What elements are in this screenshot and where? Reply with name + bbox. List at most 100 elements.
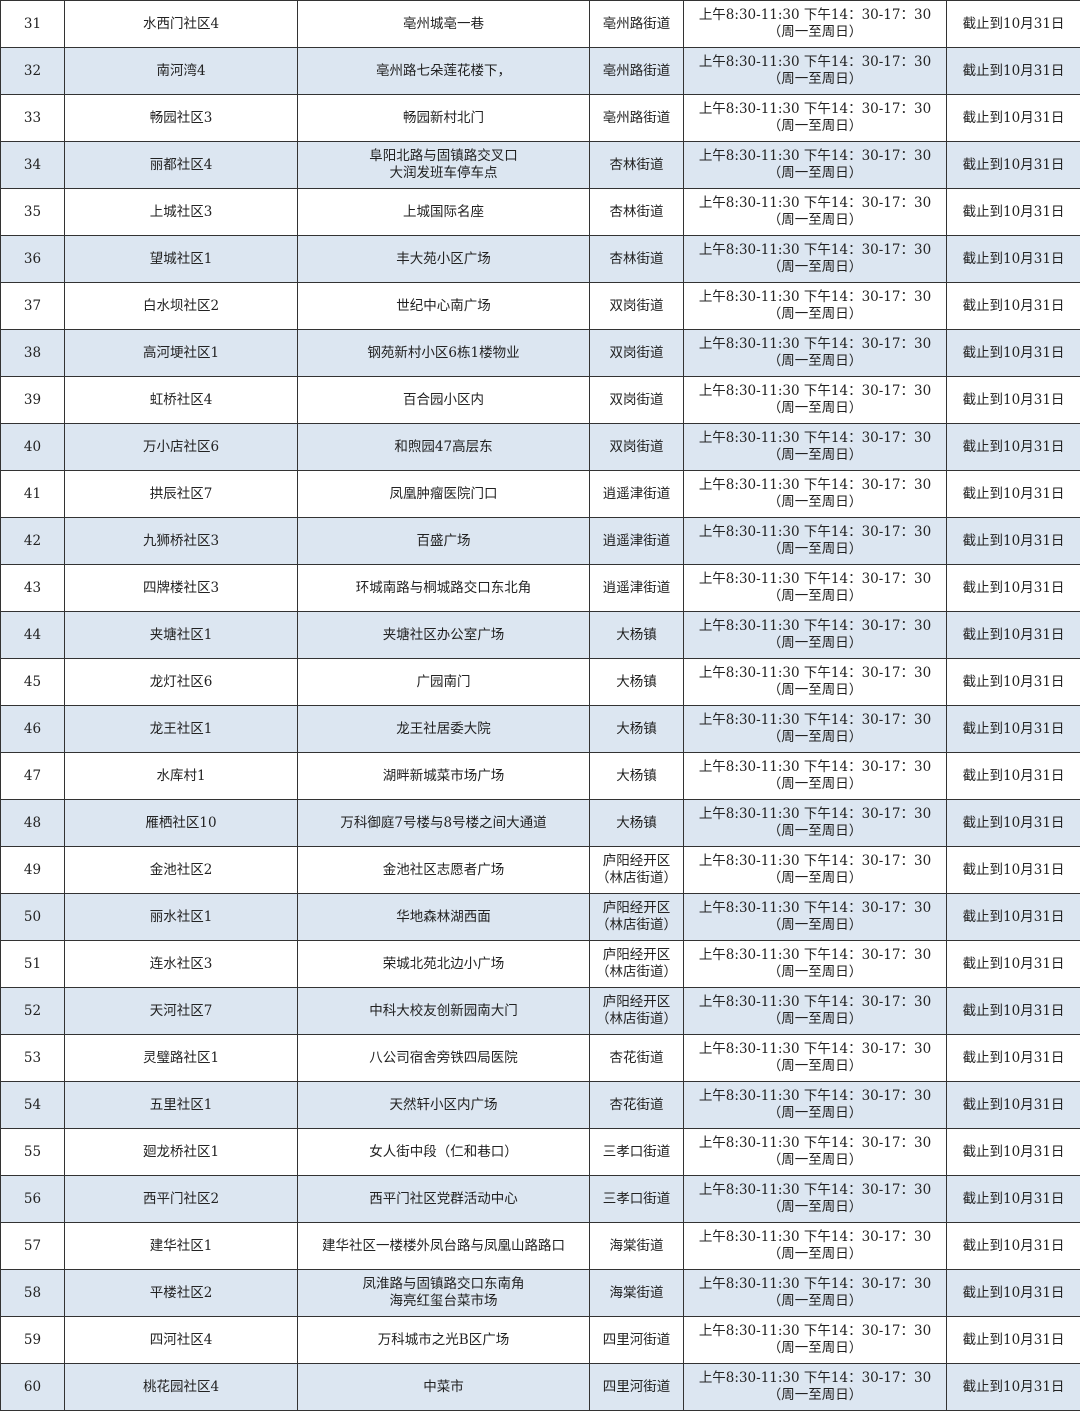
deadline-cell-text: 截止到10月31日 (947, 204, 1080, 221)
street-cell: 逍遥津街道 (590, 471, 684, 518)
community-cell: 桃花园社区4 (65, 1364, 298, 1411)
row-number-cell: 55 (1, 1129, 65, 1176)
hours-cell-text: 上午8:30-11:30 下午14：30-17：30 (684, 54, 946, 71)
deadline-cell-text: 截止到10月31日 (947, 674, 1080, 691)
location-cell-text: 西平门社区党群活动中心 (298, 1191, 589, 1208)
location-cell-text: 亳州城亳一巷 (298, 16, 589, 33)
hours-cell: 上午8:30-11:30 下午14：30-17：30（周一至周日） (684, 1129, 947, 1176)
hours-cell-text: （周一至周日） (684, 1293, 946, 1310)
deadline-cell-text: 截止到10月31日 (947, 298, 1080, 315)
location-cell: 中科大校友创新园南大门 (298, 988, 590, 1035)
street-cell: 杏林街道 (590, 189, 684, 236)
row-number-cell-text: 35 (1, 204, 64, 221)
community-cell-text: 水西门社区4 (65, 16, 297, 33)
location-cell-text: 上城国际名座 (298, 204, 589, 221)
row-number-cell: 32 (1, 48, 65, 95)
street-cell: 双岗街道 (590, 424, 684, 471)
row-number-cell: 52 (1, 988, 65, 1035)
hours-cell: 上午8:30-11:30 下午14：30-17：30（周一至周日） (684, 894, 947, 941)
community-cell-text: 雁栖社区10 (65, 815, 297, 832)
community-cell: 万小店社区6 (65, 424, 298, 471)
hours-cell: 上午8:30-11:30 下午14：30-17：30（周一至周日） (684, 330, 947, 377)
deadline-cell-text: 截止到10月31日 (947, 1379, 1080, 1396)
location-cell: 广园南门 (298, 659, 590, 706)
row-number-cell-text: 58 (1, 1285, 64, 1302)
row-number-cell: 53 (1, 1035, 65, 1082)
location-cell: 环城南路与桐城路交口东北角 (298, 565, 590, 612)
street-cell-text: 庐阳经开区 (590, 947, 683, 964)
deadline-cell-text: 截止到10月31日 (947, 862, 1080, 879)
community-cell-text: 灵璧路社区1 (65, 1050, 297, 1067)
hours-cell-text: 上午8:30-11:30 下午14：30-17：30 (684, 1323, 946, 1340)
community-cell: 水西门社区4 (65, 1, 298, 48)
community-cell: 高河埂社区1 (65, 330, 298, 377)
hours-cell-text: 上午8:30-11:30 下午14：30-17：30 (684, 571, 946, 588)
row-number-cell-text: 53 (1, 1050, 64, 1067)
row-number-cell: 46 (1, 706, 65, 753)
hours-cell-text: 上午8:30-11:30 下午14：30-17：30 (684, 524, 946, 541)
hours-cell-text: 上午8:30-11:30 下午14：30-17：30 (684, 759, 946, 776)
community-cell: 畅园社区3 (65, 95, 298, 142)
community-cell-text: 虹桥社区4 (65, 392, 297, 409)
row-number-cell-text: 41 (1, 486, 64, 503)
street-cell-text: （林店街道） (590, 870, 683, 887)
street-cell: 逍遥津街道 (590, 565, 684, 612)
hours-cell-text: （周一至周日） (684, 1152, 946, 1169)
hours-cell-text: 上午8:30-11:30 下午14：30-17：30 (684, 665, 946, 682)
location-cell: 华地森林湖西面 (298, 894, 590, 941)
hours-cell: 上午8:30-11:30 下午14：30-17：30（周一至周日） (684, 377, 947, 424)
deadline-cell-text: 截止到10月31日 (947, 251, 1080, 268)
street-cell-text: 庐阳经开区 (590, 994, 683, 1011)
hours-cell: 上午8:30-11:30 下午14：30-17：30（周一至周日） (684, 800, 947, 847)
street-cell-text: 亳州路街道 (590, 63, 683, 80)
hours-cell-text: （周一至周日） (684, 118, 946, 135)
community-cell-text: 天河社区7 (65, 1003, 297, 1020)
row-number-cell-text: 38 (1, 345, 64, 362)
street-cell: 逍遥津街道 (590, 518, 684, 565)
row-number-cell-text: 32 (1, 63, 64, 80)
location-cell: 金池社区志愿者广场 (298, 847, 590, 894)
location-cell-text: 百合园小区内 (298, 392, 589, 409)
location-cell-text: 万科御庭7号楼与8号楼之间大通道 (298, 815, 589, 832)
location-cell: 天然轩小区内广场 (298, 1082, 590, 1129)
hours-cell-text: （周一至周日） (684, 71, 946, 88)
deadline-cell-text: 截止到10月31日 (947, 439, 1080, 456)
location-cell: 建华社区一楼楼外凤台路与凤凰山路路口 (298, 1223, 590, 1270)
street-cell-text: 双岗街道 (590, 298, 683, 315)
row-number-cell-text: 37 (1, 298, 64, 315)
deadline-cell-text: 截止到10月31日 (947, 63, 1080, 80)
community-cell-text: 廻龙桥社区1 (65, 1144, 297, 1161)
hours-cell: 上午8:30-11:30 下午14：30-17：30（周一至周日） (684, 847, 947, 894)
row-number-cell: 40 (1, 424, 65, 471)
row-number-cell-text: 56 (1, 1191, 64, 1208)
community-cell-text: 丽水社区1 (65, 909, 297, 926)
deadline-cell: 截止到10月31日 (947, 518, 1080, 565)
hours-cell-text: 上午8:30-11:30 下午14：30-17：30 (684, 383, 946, 400)
deadline-cell-text: 截止到10月31日 (947, 815, 1080, 832)
street-cell-text: 双岗街道 (590, 392, 683, 409)
location-cell-text: 畅园新村北门 (298, 110, 589, 127)
deadline-cell: 截止到10月31日 (947, 377, 1080, 424)
row-number-cell: 50 (1, 894, 65, 941)
row-number-cell-text: 48 (1, 815, 64, 832)
street-cell: 大杨镇 (590, 800, 684, 847)
hours-cell-text: （周一至周日） (684, 588, 946, 605)
street-cell: 四里河街道 (590, 1317, 684, 1364)
row-number-cell-text: 49 (1, 862, 64, 879)
hours-cell: 上午8:30-11:30 下午14：30-17：30（周一至周日） (684, 753, 947, 800)
street-cell-text: 逍遥津街道 (590, 486, 683, 503)
location-cell-text: 中菜市 (298, 1379, 589, 1396)
community-cell: 建华社区1 (65, 1223, 298, 1270)
hours-cell: 上午8:30-11:30 下午14：30-17：30（周一至周日） (684, 424, 947, 471)
row-number-cell-text: 43 (1, 580, 64, 597)
community-cell-text: 四牌楼社区3 (65, 580, 297, 597)
hours-cell-text: （周一至周日） (684, 1387, 946, 1404)
